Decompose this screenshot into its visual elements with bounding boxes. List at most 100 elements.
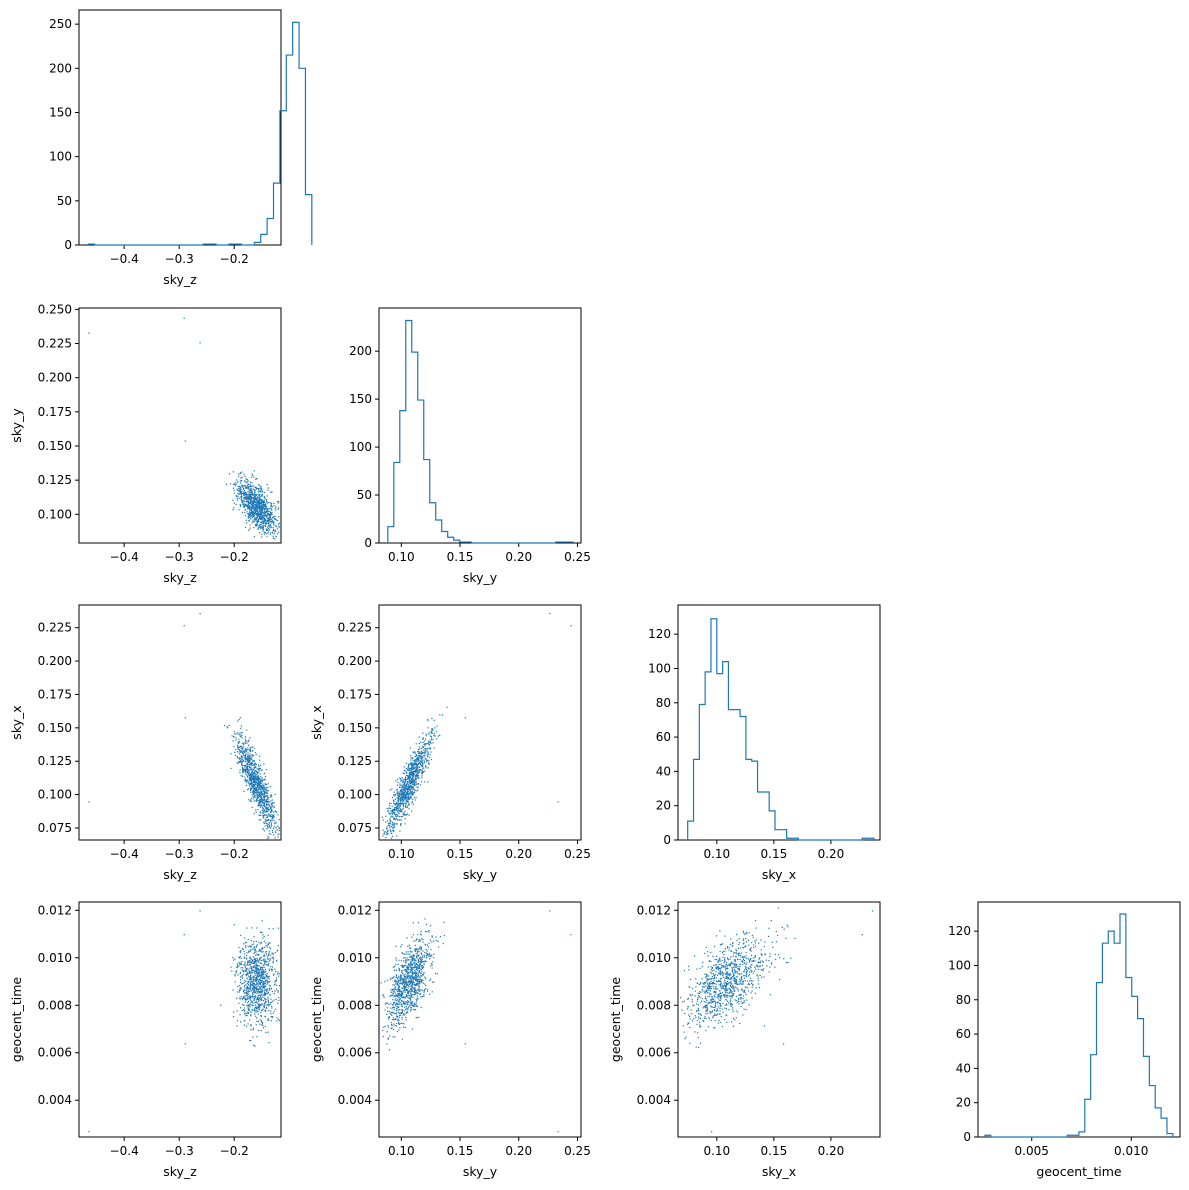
scatter-point [234, 754, 237, 757]
scatter-point [411, 1003, 413, 1005]
scatter-point [422, 765, 424, 767]
scatter-point [387, 824, 389, 826]
scatter-point [258, 770, 260, 772]
scatter-point [393, 988, 395, 991]
hist-sky-z-ytick-label: 250 [49, 17, 72, 31]
scatter-point [398, 967, 400, 970]
scatter-point [259, 805, 261, 807]
scatter-point [254, 524, 256, 526]
scatter-point [262, 969, 264, 971]
scatter-point [261, 951, 263, 953]
scatter-point [248, 1000, 250, 1002]
scatter-point [253, 764, 255, 766]
scatter-point [260, 1009, 262, 1012]
scatter-point [414, 979, 416, 981]
scatter-point [273, 517, 276, 520]
scatter-point [238, 719, 240, 721]
scatter-point [397, 781, 399, 783]
scatter-point [412, 765, 414, 768]
scatter-point [258, 1030, 260, 1032]
scatter-point [427, 743, 429, 745]
scatter-point [254, 785, 256, 787]
scatter-sky-z-vs-sky-y-ytick-label: 0.150 [38, 439, 72, 453]
scatter-point [225, 483, 227, 485]
scatter-point [423, 963, 425, 965]
scatter-point [275, 509, 277, 511]
scatter-sky-y-vs-sky-x-xtick-label: 0.20 [505, 847, 532, 861]
scatter-sky-z-vs-sky-y-xtick-label: −0.3 [165, 550, 194, 564]
scatter-point [427, 741, 430, 743]
scatter-point [259, 526, 261, 528]
scatter-point [257, 519, 259, 521]
scatter-point [242, 770, 244, 772]
scatter-point [416, 768, 418, 770]
scatter-point [257, 1005, 259, 1007]
scatter-point [260, 796, 262, 798]
scatter-point [251, 1004, 253, 1006]
hist-sky-x-ytick-label: 20 [656, 799, 671, 813]
scatter-point [256, 958, 258, 960]
scatter-point [255, 1001, 257, 1003]
scatter-point [433, 735, 435, 737]
scatter-point [249, 737, 251, 739]
scatter-point [249, 1019, 251, 1021]
hist-sky-z-ytick-label: 100 [49, 150, 72, 164]
scatter-point [257, 991, 259, 993]
scatter-point [267, 808, 269, 810]
scatter-point [414, 789, 416, 792]
scatter-point [417, 964, 419, 966]
scatter-point [259, 1007, 261, 1009]
scatter-point [242, 494, 244, 496]
scatter-point [243, 751, 245, 753]
scatter-point [417, 984, 419, 986]
scatter-point [262, 516, 264, 518]
scatter-point [268, 975, 270, 977]
scatter-point [410, 792, 412, 794]
scatter-point [436, 738, 438, 740]
scatter-point [245, 1025, 248, 1027]
scatter-point [411, 780, 413, 782]
scatter-point [260, 950, 262, 952]
scatter-point [243, 473, 245, 475]
scatter-point [401, 944, 403, 946]
scatter-point [424, 751, 426, 753]
scatter-point [395, 789, 397, 791]
scatter-point [254, 787, 256, 789]
scatter-point [396, 823, 398, 825]
scatter-point [412, 981, 414, 983]
scatter-point [399, 806, 401, 808]
scatter-point [422, 955, 424, 957]
scatter-point [415, 764, 418, 766]
scatter-point [395, 993, 397, 995]
scatter-point [409, 762, 412, 764]
scatter-point [398, 979, 400, 981]
scatter-point [251, 960, 253, 962]
scatter-point [264, 789, 266, 791]
scatter-point [271, 521, 273, 523]
scatter-point [430, 731, 432, 733]
scatter-point [248, 998, 250, 1000]
scatter-point [258, 954, 260, 956]
scatter-point [410, 755, 412, 757]
scatter-point [240, 747, 242, 749]
scatter-point [250, 961, 252, 963]
scatter-point [387, 823, 390, 825]
scatter-point [271, 968, 273, 971]
scatter-point [427, 720, 429, 722]
scatter-point [254, 775, 256, 777]
scatter-point [393, 807, 395, 809]
scatter-point [253, 787, 255, 789]
scatter-point [253, 500, 255, 502]
scatter-point [430, 758, 433, 761]
scatter-point [408, 764, 410, 766]
scatter-point [251, 775, 253, 777]
scatter-point [269, 526, 271, 528]
scatter-point [260, 982, 262, 984]
scatter-point [270, 815, 272, 818]
scatter-point [412, 771, 414, 774]
scatter-point [246, 977, 248, 979]
scatter-point [261, 515, 263, 517]
scatter-point [257, 967, 259, 970]
scatter-point [392, 811, 394, 813]
scatter-point [258, 997, 260, 999]
